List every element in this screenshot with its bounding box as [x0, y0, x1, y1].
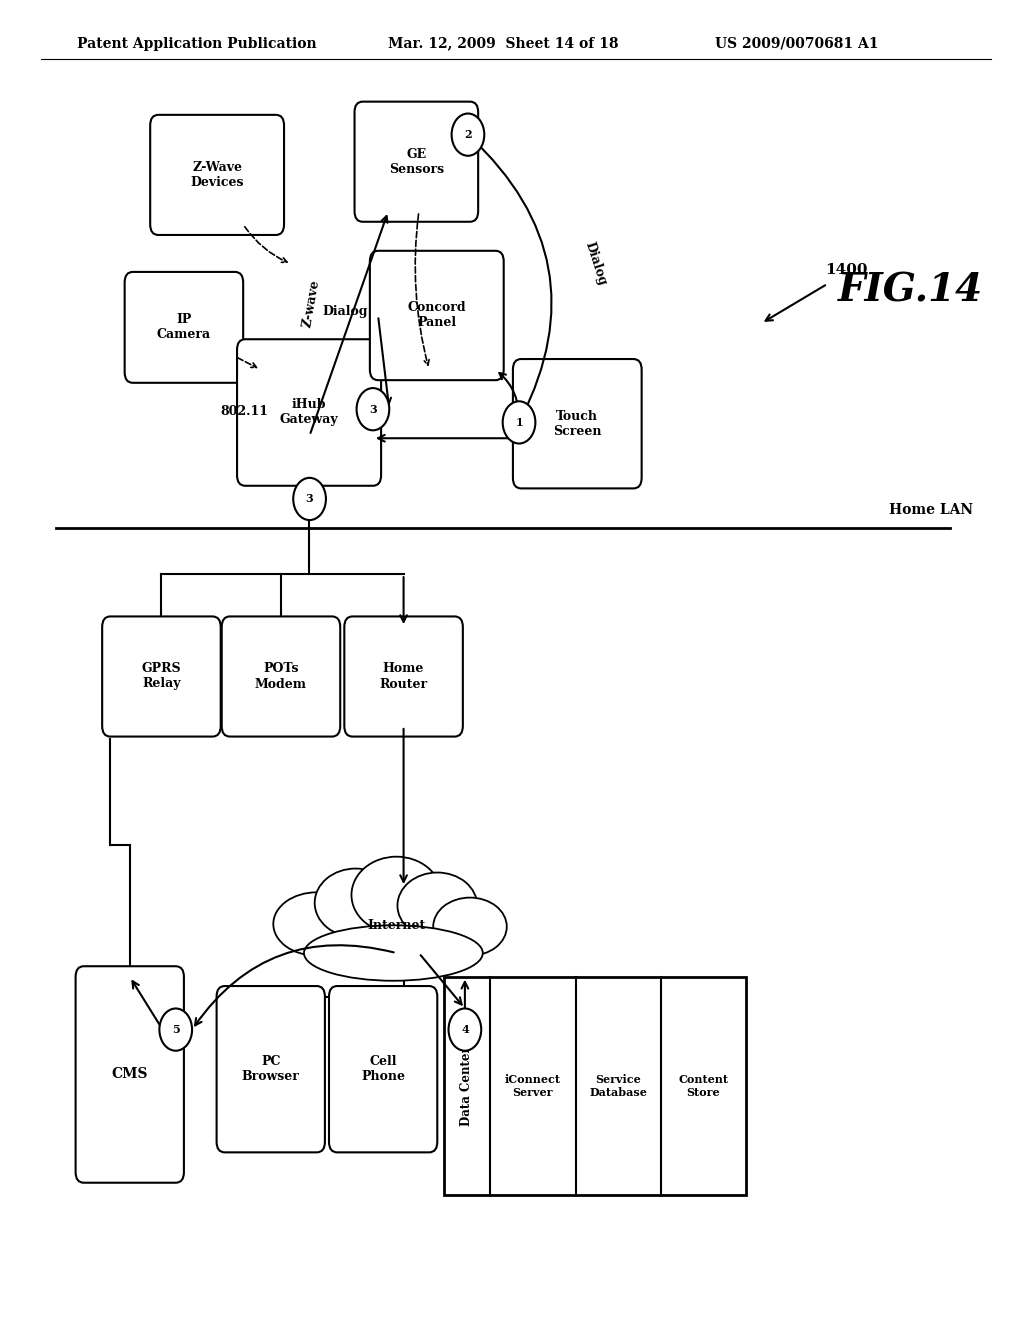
- Text: Dialog: Dialog: [323, 305, 369, 318]
- Circle shape: [160, 1008, 193, 1051]
- FancyBboxPatch shape: [513, 359, 642, 488]
- Text: Content
Store: Content Store: [678, 1073, 728, 1098]
- Text: Touch
Screen: Touch Screen: [553, 409, 601, 438]
- FancyBboxPatch shape: [329, 986, 437, 1152]
- Text: Data Center: Data Center: [461, 1045, 473, 1126]
- Circle shape: [293, 478, 326, 520]
- Text: PC
Browser: PC Browser: [242, 1055, 300, 1084]
- FancyBboxPatch shape: [344, 616, 463, 737]
- FancyBboxPatch shape: [151, 115, 284, 235]
- Circle shape: [452, 114, 484, 156]
- Text: Patent Application Publication: Patent Application Publication: [77, 37, 316, 50]
- FancyArrowPatch shape: [310, 216, 387, 433]
- Text: 3: 3: [369, 404, 377, 414]
- FancyBboxPatch shape: [354, 102, 478, 222]
- Text: Cell
Phone: Cell Phone: [361, 1055, 406, 1084]
- Text: FIG.14: FIG.14: [838, 272, 983, 309]
- Ellipse shape: [397, 873, 477, 939]
- Ellipse shape: [433, 898, 507, 956]
- FancyBboxPatch shape: [222, 616, 340, 737]
- Text: Home
Router: Home Router: [380, 663, 428, 690]
- FancyBboxPatch shape: [125, 272, 243, 383]
- Circle shape: [503, 401, 536, 444]
- Text: Dialog: Dialog: [583, 240, 609, 288]
- FancyArrowPatch shape: [379, 318, 391, 404]
- FancyArrowPatch shape: [470, 136, 552, 418]
- Text: iConnect
Server: iConnect Server: [505, 1073, 561, 1098]
- Text: Z-wave: Z-wave: [300, 279, 322, 329]
- Text: GPRS
Relay: GPRS Relay: [141, 663, 181, 690]
- Text: 1400: 1400: [825, 263, 868, 277]
- Text: iHub
Gateway: iHub Gateway: [280, 399, 338, 426]
- Text: 5: 5: [172, 1024, 179, 1035]
- FancyBboxPatch shape: [217, 986, 325, 1152]
- Text: Z-Wave
Devices: Z-Wave Devices: [190, 161, 244, 189]
- Circle shape: [356, 388, 389, 430]
- Text: Service
Database: Service Database: [589, 1073, 647, 1098]
- Text: Concord
Panel: Concord Panel: [408, 301, 466, 330]
- FancyArrowPatch shape: [195, 945, 394, 1026]
- Ellipse shape: [351, 857, 441, 933]
- Text: Internet: Internet: [368, 919, 426, 932]
- Text: IP
Camera: IP Camera: [157, 313, 211, 342]
- Ellipse shape: [304, 925, 482, 981]
- Ellipse shape: [273, 892, 360, 956]
- Text: Mar. 12, 2009  Sheet 14 of 18: Mar. 12, 2009 Sheet 14 of 18: [388, 37, 618, 50]
- Text: US 2009/0070681 A1: US 2009/0070681 A1: [715, 37, 879, 50]
- FancyBboxPatch shape: [76, 966, 184, 1183]
- Circle shape: [449, 1008, 481, 1051]
- Text: 4: 4: [461, 1024, 469, 1035]
- FancyBboxPatch shape: [237, 339, 381, 486]
- Text: 2: 2: [464, 129, 472, 140]
- Ellipse shape: [314, 869, 396, 937]
- FancyBboxPatch shape: [370, 251, 504, 380]
- Text: POTs
Modem: POTs Modem: [255, 663, 307, 690]
- Text: 1: 1: [515, 417, 523, 428]
- Text: 802.11: 802.11: [221, 405, 268, 418]
- Text: CMS: CMS: [112, 1068, 148, 1081]
- Text: GE
Sensors: GE Sensors: [389, 148, 444, 176]
- Text: Home LAN: Home LAN: [889, 503, 973, 517]
- FancyArrowPatch shape: [500, 374, 519, 420]
- Text: 3: 3: [306, 494, 313, 504]
- Bar: [444, 977, 745, 1195]
- FancyBboxPatch shape: [102, 616, 221, 737]
